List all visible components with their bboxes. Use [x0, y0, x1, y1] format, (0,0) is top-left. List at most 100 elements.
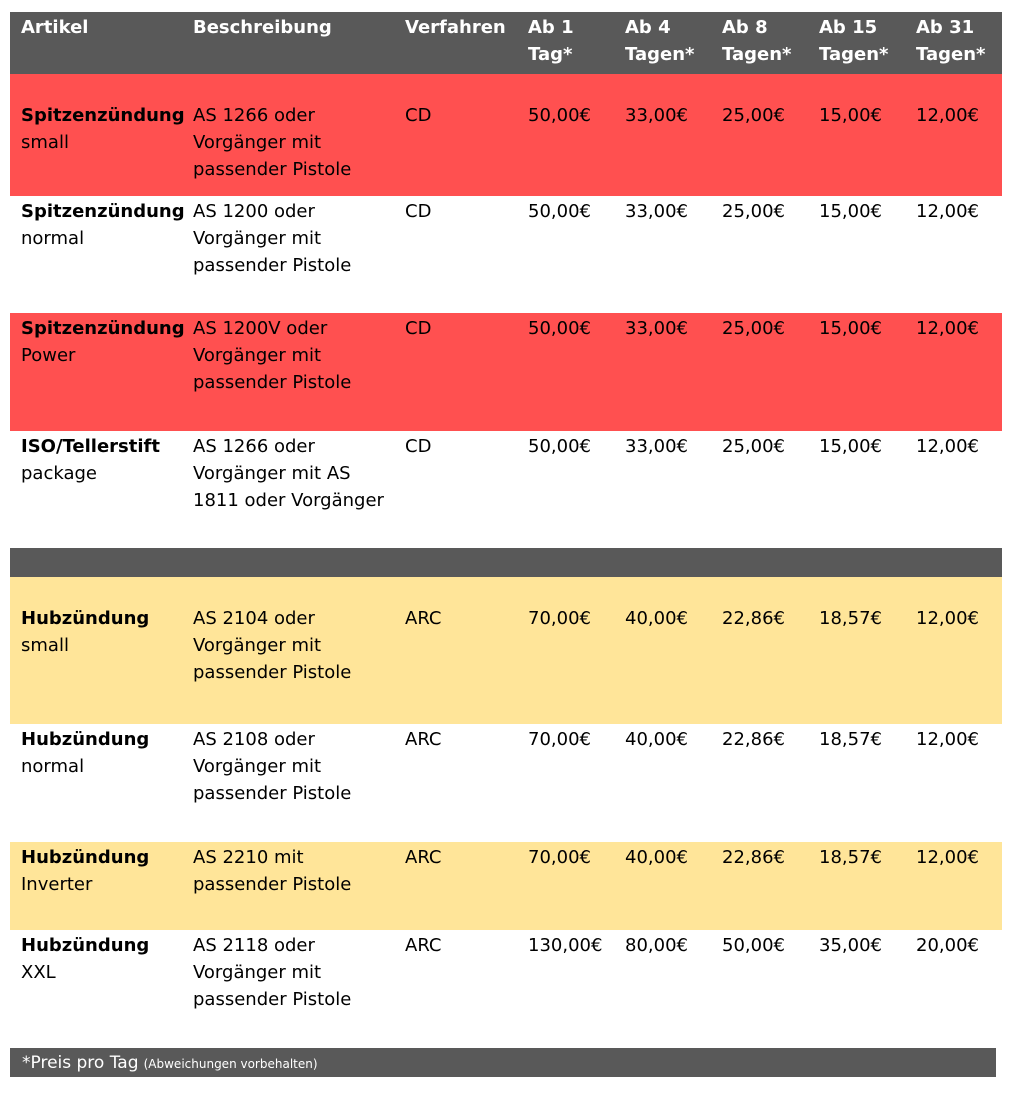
- price-1-day-cell: 50,00€: [517, 313, 614, 431]
- price-8-days-cell: 22,86€: [711, 724, 808, 842]
- article-variant: package: [21, 463, 97, 484]
- table-row: Spitzenzündung normal AS 1200 oder Vorgän…: [10, 196, 1002, 313]
- price-1-day-cell: 70,00€: [517, 724, 614, 842]
- price-15-days-cell: 15,00€: [808, 313, 905, 431]
- price-31-days-cell: 12,00€: [905, 431, 1002, 548]
- price-15-days-cell: 15,00€: [808, 74, 905, 196]
- footer-price-note: *Preis pro Tag: [22, 1053, 139, 1073]
- price-8-days-cell: 25,00€: [711, 74, 808, 196]
- price-15-days-cell: 18,57€: [808, 577, 905, 724]
- price-8-days-cell: 22,86€: [711, 842, 808, 930]
- price-1-day-cell: 70,00€: [517, 842, 614, 930]
- price-15-days-cell: 35,00€: [808, 930, 905, 1030]
- price-31-days-cell: 12,00€: [905, 842, 1002, 930]
- article-name: ISO/Tellerstift: [21, 436, 160, 457]
- procedure-cell: CD: [394, 431, 517, 548]
- price-4-days-cell: 80,00€: [614, 930, 711, 1030]
- procedure-cell: CD: [394, 313, 517, 431]
- price-1-day-cell: 70,00€: [517, 577, 614, 724]
- description-cell: AS 1266 oder Vorgänger mit AS 1811 oder …: [182, 431, 394, 548]
- article-variant: normal: [21, 228, 85, 249]
- table-row: Hubzündung XXL AS 2118 oder Vorgänger mit…: [10, 930, 1002, 1030]
- price-1-day-cell: 130,00€: [517, 930, 614, 1030]
- price-31-days-cell: 12,00€: [905, 313, 1002, 431]
- article-cell: Hubzündung small: [10, 577, 182, 724]
- description-cell: AS 2108 oder Vorgänger mit passender Pis…: [182, 724, 394, 842]
- price-table: Artikel Beschreibung Verfahren Ab 1 Tag*…: [10, 12, 1002, 1030]
- header-price-8-days: Ab 8 Tagen*: [711, 12, 808, 74]
- table-row: Spitzenzündung small AS 1266 oder Vorgäng…: [10, 74, 1002, 196]
- article-name: Hubzündung: [21, 935, 150, 956]
- article-cell: Hubzündung normal: [10, 724, 182, 842]
- header-verfahren: Verfahren: [394, 12, 517, 74]
- price-4-days-cell: 33,00€: [614, 196, 711, 313]
- article-variant: small: [21, 132, 69, 153]
- article-cell: Hubzündung Inverter: [10, 842, 182, 930]
- header-price-1-day: Ab 1 Tag*: [517, 12, 614, 74]
- procedure-cell: CD: [394, 74, 517, 196]
- article-name: Spitzenzündung: [21, 318, 185, 339]
- footer-note: *Preis pro Tag (Abweichungen vorbehalten…: [10, 1048, 996, 1077]
- price-8-days-cell: 25,00€: [711, 431, 808, 548]
- procedure-cell: ARC: [394, 930, 517, 1030]
- article-cell: Spitzenzündung normal: [10, 196, 185, 313]
- article-variant: normal: [21, 756, 85, 777]
- article-name: Spitzenzündung: [21, 201, 185, 222]
- price-15-days-cell: 18,57€: [808, 724, 905, 842]
- description-cell: AS 2104 oder Vorgänger mit passender Pis…: [182, 577, 394, 724]
- price-31-days-cell: 20,00€: [905, 930, 1002, 1030]
- price-15-days-cell: 18,57€: [808, 842, 905, 930]
- article-variant: XXL: [21, 962, 56, 983]
- price-4-days-cell: 33,00€: [614, 74, 711, 196]
- table-header-row: Artikel Beschreibung Verfahren Ab 1 Tag*…: [10, 12, 1002, 74]
- table-row: ISO/Tellerstift package AS 1266 oder Vorg…: [10, 431, 1002, 548]
- price-4-days-cell: 33,00€: [614, 313, 711, 431]
- header-price-31-days: Ab 31 Tagen*: [905, 12, 1002, 74]
- description-cell: AS 1266 oder Vorgänger mit passender Pis…: [182, 74, 394, 196]
- header-artikel: Artikel: [10, 12, 182, 74]
- procedure-cell: CD: [394, 196, 517, 313]
- price-4-days-cell: 40,00€: [614, 724, 711, 842]
- procedure-cell: ARC: [394, 724, 517, 842]
- header-price-4-days: Ab 4 Tagen*: [614, 12, 711, 74]
- price-1-day-cell: 50,00€: [517, 431, 614, 548]
- procedure-cell: ARC: [394, 577, 517, 724]
- price-1-day-cell: 50,00€: [517, 196, 614, 313]
- table-row: Hubzündung normal AS 2108 oder Vorgänger …: [10, 724, 1002, 842]
- table-row: Hubzündung small AS 2104 oder Vorgänger m…: [10, 577, 1002, 724]
- article-name: Hubzündung: [21, 729, 150, 750]
- article-name: Spitzenzündung: [21, 105, 185, 126]
- table-row: Hubzündung Inverter AS 2210 mit passender…: [10, 842, 1002, 930]
- price-8-days-cell: 22,86€: [711, 577, 808, 724]
- description-cell: AS 1200 oder Vorgänger mit passender Pis…: [182, 196, 394, 313]
- price-8-days-cell: 25,00€: [711, 196, 808, 313]
- article-cell: ISO/Tellerstift package: [10, 431, 182, 548]
- price-31-days-cell: 12,00€: [905, 724, 1002, 842]
- group-separator: [10, 548, 1002, 577]
- article-cell: Hubzündung XXL: [10, 930, 182, 1030]
- price-31-days-cell: 12,00€: [905, 196, 1002, 313]
- description-cell: AS 2210 mit passender Pistole: [182, 842, 394, 930]
- price-1-day-cell: 50,00€: [517, 74, 614, 196]
- price-31-days-cell: 12,00€: [905, 74, 1002, 196]
- footer-disclaimer: (Abweichungen vorbehalten): [143, 1057, 318, 1071]
- price-8-days-cell: 25,00€: [711, 313, 808, 431]
- article-cell: Spitzenzündung small: [10, 74, 185, 196]
- article-cell: Spitzenzündung Power: [10, 313, 185, 431]
- price-15-days-cell: 15,00€: [808, 196, 905, 313]
- price-31-days-cell: 12,00€: [905, 577, 1002, 724]
- price-4-days-cell: 33,00€: [614, 431, 711, 548]
- description-cell: AS 1200V oder Vorgänger mit passender Pi…: [182, 313, 394, 431]
- header-beschreibung: Beschreibung: [182, 12, 394, 74]
- article-variant: Power: [21, 345, 76, 366]
- price-15-days-cell: 15,00€: [808, 431, 905, 548]
- price-8-days-cell: 50,00€: [711, 930, 808, 1030]
- article-name: Hubzündung: [21, 847, 150, 868]
- description-cell: AS 2118 oder Vorgänger mit passender Pis…: [182, 930, 394, 1030]
- article-name: Hubzündung: [21, 608, 150, 629]
- header-price-15-days: Ab 15 Tagen*: [808, 12, 905, 74]
- article-variant: small: [21, 635, 69, 656]
- procedure-cell: ARC: [394, 842, 517, 930]
- table-row: Spitzenzündung Power AS 1200V oder Vorgän…: [10, 313, 1002, 431]
- price-4-days-cell: 40,00€: [614, 577, 711, 724]
